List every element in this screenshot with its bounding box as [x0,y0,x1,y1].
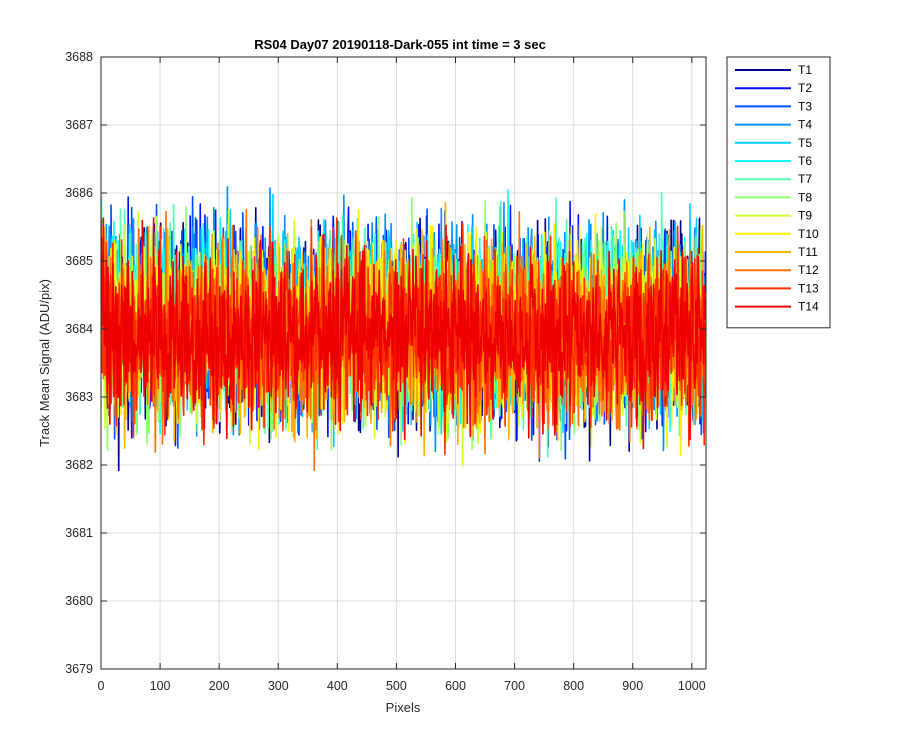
y-tick-label: 3680 [65,594,93,608]
y-tick-label: 3687 [65,118,93,132]
legend-label: T10 [798,227,819,241]
y-tick-label: 3684 [65,322,93,336]
y-axis-label: Track Mean Signal (ADU/pix) [37,279,52,447]
legend-box [726,56,831,329]
legend-label: T1 [798,63,812,77]
y-tick-label: 3686 [65,186,93,200]
series-layer [101,186,706,472]
x-tick-label: 100 [150,679,171,693]
legend-label: T14 [798,300,819,314]
legend-label: T7 [798,172,812,186]
legend: T1 T2 T3 T4 T5 T6 T7 T8 T9 T10 T11 T12 T13 T14 [726,56,831,329]
plot-frame [100,56,707,670]
x-tick-label: 200 [209,679,230,693]
x-tick-label: 300 [268,679,289,693]
legend-label: T4 [798,118,812,132]
x-tick-label: 500 [386,679,407,693]
legend-label: T5 [798,136,812,150]
y-tick-label: 3688 [65,50,93,64]
legend-label: T9 [798,209,812,223]
chart-title: RS04 Day07 20190118-Dark-055 int time = … [254,37,546,52]
legend-label: T12 [798,263,819,277]
legend-label: T6 [798,154,812,168]
ticks: 0 100 200 300 400 500 600 700 800 900 1000 3679 3680… [65,50,706,693]
legend-label: T8 [798,190,812,204]
x-tick-label: 700 [504,679,525,693]
y-tick-label: 3683 [65,390,93,404]
x-tick-label: 600 [445,679,466,693]
y-tick-label: 3681 [65,526,93,540]
x-tick-label: 0 [98,679,105,693]
legend-label: T2 [798,81,812,95]
y-tick-label: 3679 [65,662,93,676]
legend-label: T13 [798,281,819,295]
x-tick-label: 800 [563,679,584,693]
x-axis-label: Pixels [386,700,421,715]
x-tick-label: 400 [327,679,348,693]
series-line-t14 [101,217,706,450]
legend-label: T3 [798,99,812,113]
legend-label: T11 [798,245,818,259]
x-tick-label: 900 [622,679,643,693]
y-tick-label: 3682 [65,458,93,472]
y-tick-label: 3685 [65,254,93,268]
x-tick-label: 1000 [678,679,706,693]
